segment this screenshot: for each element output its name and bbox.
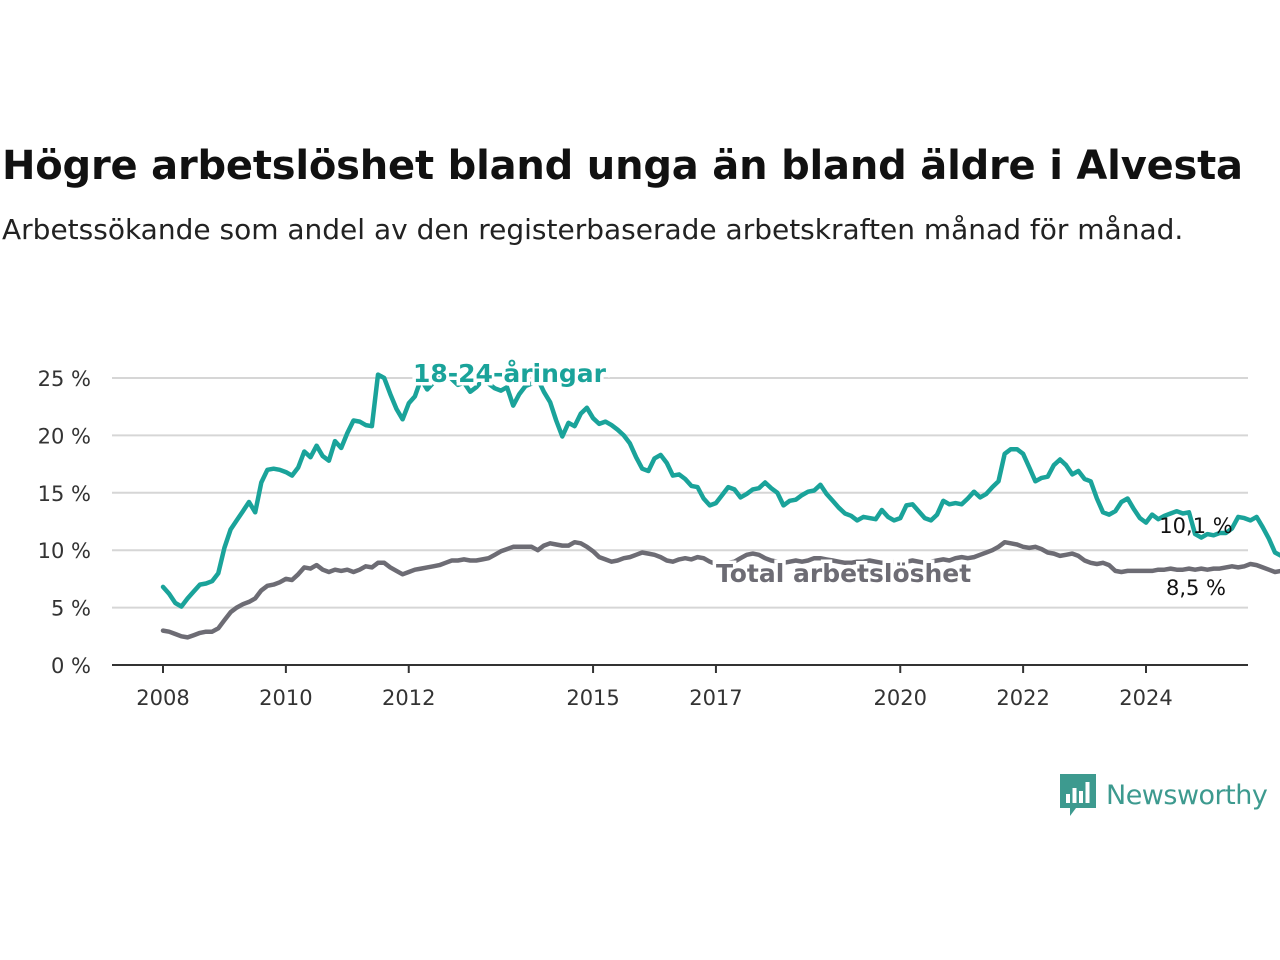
series-label: Total arbetslöshet — [716, 559, 971, 588]
y-tick-label: 0 % — [51, 654, 91, 678]
y-tick-label: 25 % — [38, 367, 91, 391]
x-tick-label: 2020 — [874, 686, 927, 710]
x-tick-label: 2024 — [1119, 686, 1172, 710]
x-tick-label: 2010 — [259, 686, 312, 710]
newsworthy-logo-icon — [1060, 774, 1096, 816]
series-line — [160, 539, 1280, 640]
series-label: 18-24-åringar — [413, 359, 607, 388]
x-tick-label: 2008 — [136, 686, 189, 710]
line-chart: 0 %5 %10 %15 %20 %25 % 2008 2010 2012 2015 2… — [38, 356, 1280, 710]
x-axis-ticks: 2008 2010 2012 2015 2017 2020 2022 2024 — [136, 665, 1173, 710]
series-lines — [160, 370, 1280, 640]
y-tick-label: 5 % — [51, 597, 91, 621]
end-value-label: 10,1 % — [1159, 514, 1232, 538]
y-tick-label: 20 % — [38, 424, 91, 448]
brand-name: Newsworthy — [1106, 779, 1268, 811]
chart-title: Högre arbetslöshet bland unga än bland ä… — [2, 143, 1243, 189]
grid-lines — [112, 377, 1248, 666]
chart-subtitle: Arbetssökande som andel av den registerb… — [2, 213, 1184, 246]
x-tick-label: 2015 — [566, 686, 619, 710]
brand-logo: Newsworthy — [1058, 772, 1268, 818]
y-tick-label: 10 % — [38, 539, 91, 563]
y-axis-ticks: 0 % 5 % 10 % 15 % 20 % 25 % — [38, 367, 91, 678]
x-tick-label: 2022 — [996, 686, 1049, 710]
x-tick-label: 2012 — [382, 686, 435, 710]
end-value-label: 8,5 % — [1166, 576, 1226, 600]
series-line — [160, 370, 1280, 609]
y-tick-label: 15 % — [38, 482, 91, 506]
x-tick-label: 2017 — [689, 686, 742, 710]
series-labels: 18-24-åringar Total arbetslöshet 10,1 % 8,5… — [410, 356, 1233, 601]
